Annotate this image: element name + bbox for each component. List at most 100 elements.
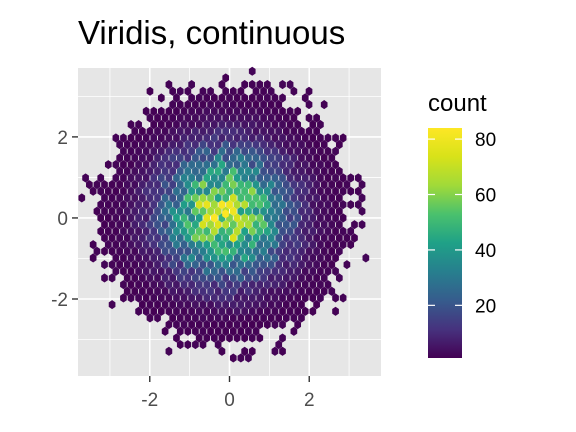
hex-bin (309, 200, 317, 210)
hex-bin (252, 86, 260, 96)
hex-bin (211, 280, 218, 290)
hex-bin (131, 286, 139, 296)
hex-bin (298, 140, 305, 150)
hex-bin (192, 273, 199, 283)
hex-bin (229, 353, 237, 363)
hex-bin (294, 266, 302, 276)
hex-bin (343, 233, 351, 243)
hex-bin (146, 260, 154, 270)
hex-bin (154, 180, 161, 190)
hex-bin (195, 146, 203, 156)
hex-bin (320, 233, 328, 243)
hex-bin (339, 186, 347, 196)
legend-title: count (428, 90, 487, 117)
hex-bin (275, 193, 283, 203)
hex-bin (294, 306, 302, 316)
hex-bin (226, 253, 233, 263)
hex-bin (256, 133, 264, 143)
hex-bin (97, 200, 105, 210)
hex-bin (309, 306, 317, 316)
hex-bin (256, 226, 264, 236)
hex-bin (135, 266, 142, 276)
hex-bin (294, 200, 302, 210)
hex-bin (120, 240, 127, 250)
hex-bin (192, 206, 199, 216)
hex-bin (135, 120, 142, 130)
hex-bin (260, 313, 267, 323)
hex-bin (192, 166, 199, 176)
hex-bin (176, 233, 184, 243)
hex-bin (226, 266, 233, 276)
y-axis: -2 0 2 (51, 128, 78, 311)
hex-bin (267, 193, 275, 203)
hex-bin (241, 186, 248, 196)
hex-bin (154, 273, 161, 283)
hex-bin (184, 193, 192, 203)
hex-bin (248, 66, 256, 76)
hex-bin (120, 293, 127, 303)
hex-bin (131, 246, 139, 256)
hex-bin (286, 120, 294, 130)
hex-bin (267, 153, 275, 163)
hex-bin (320, 180, 328, 190)
hex-bin (317, 293, 324, 303)
hex-bin (218, 120, 226, 130)
hex-bin (131, 273, 139, 283)
hex-bin (176, 260, 184, 270)
hex-bin (328, 233, 336, 243)
hex-bin (286, 240, 294, 250)
hex-bin (161, 180, 169, 190)
hex-bin (214, 100, 222, 110)
hex-bin (169, 246, 177, 256)
hex-bin (237, 246, 245, 256)
hex-bin (301, 200, 309, 210)
hex-bin (211, 320, 218, 330)
hex-bin (218, 80, 226, 90)
hex-bin (131, 206, 139, 216)
hex-bin (180, 240, 188, 250)
hex-bin (335, 140, 343, 150)
hex-bin (279, 293, 286, 303)
hex-bin (275, 166, 283, 176)
hex-bin (146, 140, 154, 150)
hex-bin (218, 320, 226, 330)
hex-bin (229, 140, 237, 150)
hex-bin (313, 126, 320, 136)
hex-bin (203, 253, 211, 263)
hex-bin (176, 140, 184, 150)
hex-bin (135, 240, 142, 250)
hex-bin (226, 333, 233, 343)
hex-bin (157, 253, 165, 263)
hex-bin (275, 246, 283, 256)
hex-bin (298, 313, 305, 323)
hex-bin (146, 113, 154, 123)
hex-bin (112, 266, 120, 276)
hex-bin (320, 140, 328, 150)
hex-bin (108, 300, 116, 310)
hex-bin (218, 293, 226, 303)
hex-bin (347, 200, 355, 210)
hex-bin (157, 266, 165, 276)
hex-bin (294, 186, 302, 196)
hex-bin (108, 206, 116, 216)
hex-bin (275, 286, 283, 296)
hex-bin (241, 133, 248, 143)
hex-bin (127, 240, 135, 250)
hex-bin (188, 226, 195, 236)
hex-bin (264, 173, 271, 183)
hex-bin (199, 113, 207, 123)
hex-bin (286, 306, 294, 316)
hex-bin (305, 286, 313, 296)
hex-bin (104, 226, 112, 236)
hex-bin (104, 213, 112, 223)
hex-bin (120, 186, 127, 196)
hex-bin (199, 206, 207, 216)
hex-bin (248, 80, 256, 90)
hex-bin (358, 220, 366, 230)
hex-bin (173, 213, 180, 223)
hex-bin (218, 280, 226, 290)
hex-bin (237, 113, 245, 123)
hex-bin (260, 113, 267, 123)
hex-bin (150, 186, 158, 196)
hex-bin (294, 146, 302, 156)
